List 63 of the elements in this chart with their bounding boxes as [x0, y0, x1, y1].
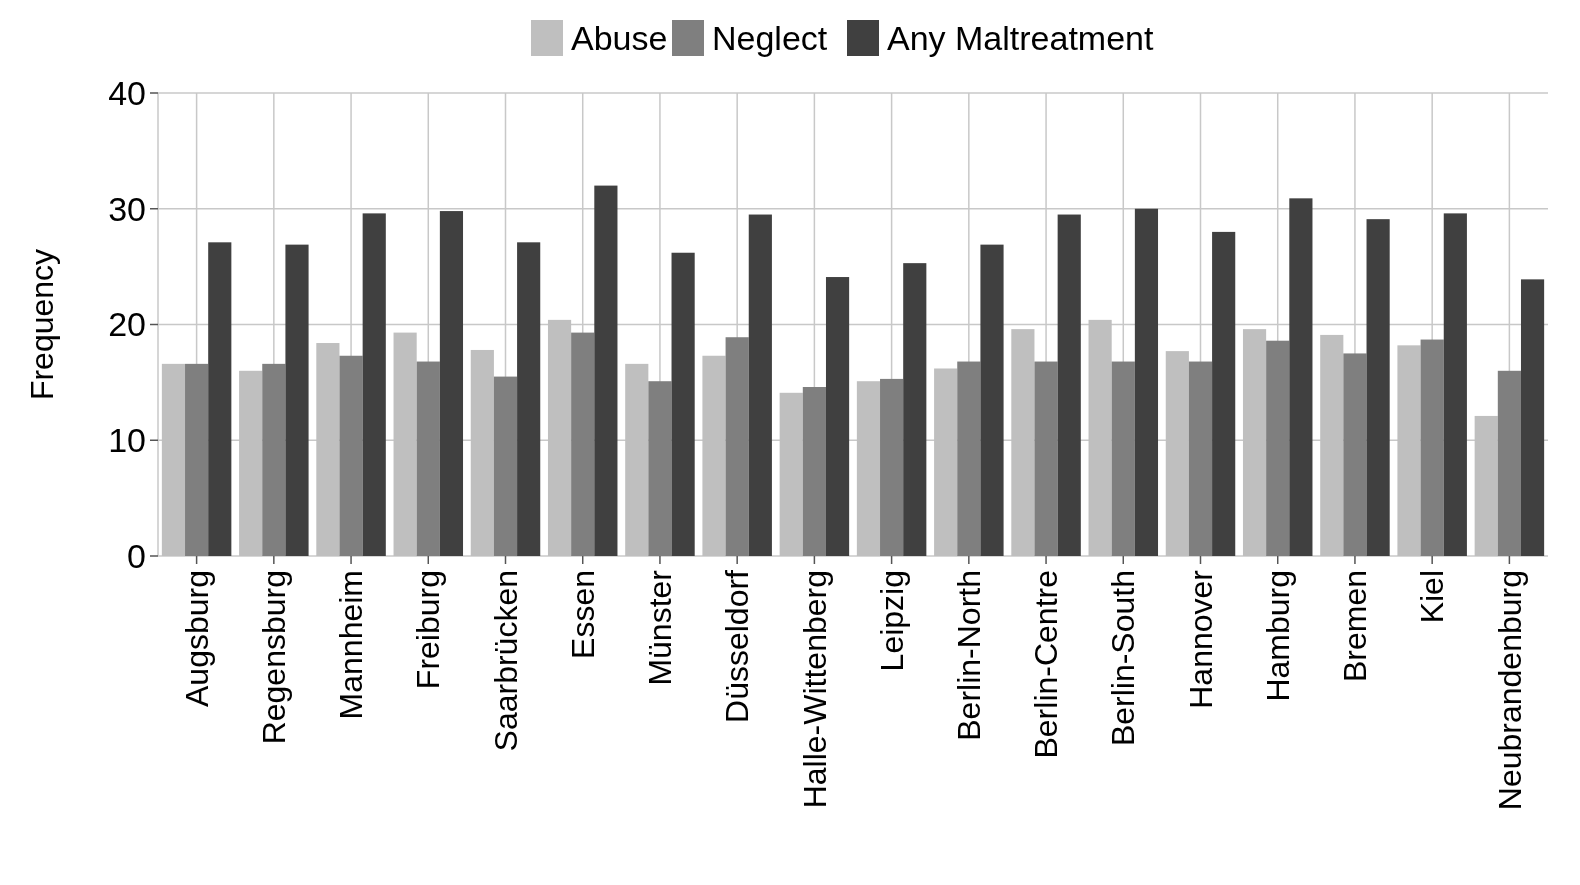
bar [1497, 370, 1521, 556]
y-axis-title: Frequency [24, 248, 60, 401]
x-tick-label: Hamburg [1259, 570, 1296, 702]
x-tick-label: Kiel [1414, 570, 1451, 624]
bar [1057, 214, 1081, 556]
x-tick-label: Düsseldorf [719, 569, 756, 723]
x-tick-label: Berlin-Centre [1028, 570, 1065, 759]
x-tick-label: Freiburg [410, 570, 447, 690]
bar [594, 185, 618, 556]
y-tick-label: 40 [108, 73, 146, 112]
bar [262, 363, 286, 556]
bar [1034, 361, 1058, 556]
x-tick-label: Berlin-South [1105, 570, 1142, 747]
x-tick-label: Regensburg [256, 570, 293, 745]
bar [1289, 198, 1313, 556]
bar [1188, 361, 1213, 556]
bar [208, 242, 232, 556]
bar [880, 378, 904, 556]
bar [1343, 353, 1367, 556]
bar [980, 244, 1004, 556]
bar [1520, 279, 1545, 556]
bar [903, 263, 927, 556]
bar [493, 376, 518, 556]
bar [416, 361, 440, 556]
bar [362, 213, 386, 556]
bar [671, 252, 695, 556]
legend-label: Any Maltreatment [887, 18, 1154, 57]
x-tick-label: Augsburg [178, 570, 215, 707]
x-tick-label: Bremen [1337, 570, 1374, 683]
bar [439, 211, 464, 556]
bar [1443, 213, 1467, 556]
x-tick-label: Berlin-North [951, 570, 988, 741]
bar [648, 381, 672, 556]
y-tick-label: 10 [108, 421, 146, 460]
bar [571, 332, 595, 556]
legend-label: Abuse [571, 18, 668, 57]
bar [825, 277, 850, 556]
bar [1366, 219, 1390, 556]
y-tick-label: 30 [108, 189, 146, 228]
x-tick-label: Münster [642, 569, 679, 686]
bar [185, 363, 209, 556]
x-tick-label: Neubrandenburg [1491, 570, 1528, 811]
bar [339, 355, 363, 556]
legend-label: Neglect [712, 18, 828, 57]
x-tick-label: Saarbrücken [487, 570, 524, 752]
x-tick-label: Hannover [1182, 569, 1219, 709]
bar [517, 242, 541, 556]
y-tick-label: 20 [108, 305, 146, 344]
bar [957, 361, 981, 556]
x-tick-label: Halle-Wittenberg [796, 570, 833, 809]
bar [1266, 340, 1290, 556]
bar [748, 214, 772, 556]
y-tick-label: 0 [127, 536, 146, 575]
bar [802, 387, 826, 556]
x-tick-label: Mannheim [333, 570, 370, 720]
x-tick-label: Leipzig [873, 570, 910, 672]
bar [1134, 208, 1159, 556]
x-tick-label: Essen [564, 570, 601, 659]
bar [285, 244, 309, 556]
bar [725, 337, 749, 556]
bar [1212, 231, 1236, 556]
bar [1420, 339, 1444, 556]
bar [1111, 361, 1135, 556]
